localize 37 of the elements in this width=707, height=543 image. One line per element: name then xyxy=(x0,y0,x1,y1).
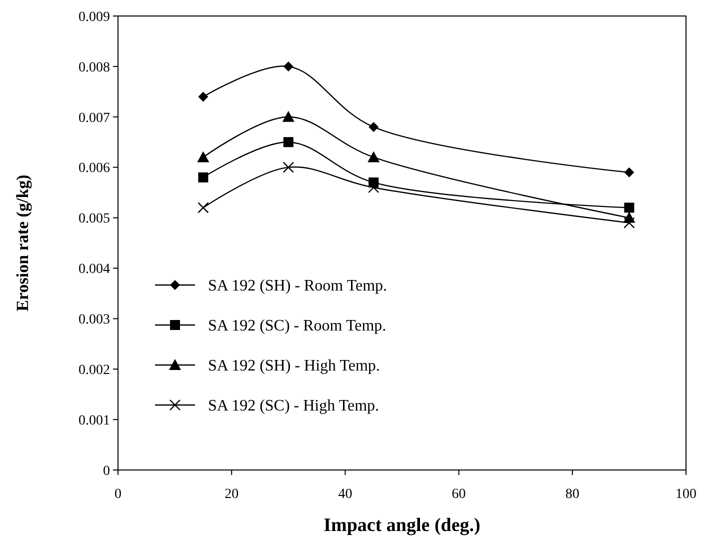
point xyxy=(623,212,636,223)
x-tick-label: 100 xyxy=(676,487,696,502)
point xyxy=(198,92,208,102)
y-tick-label: 0.007 xyxy=(78,110,110,126)
point xyxy=(283,137,294,148)
y-tick-label: 0.006 xyxy=(78,161,110,176)
point xyxy=(282,110,294,122)
x-tick-label: 40 xyxy=(338,487,352,502)
point xyxy=(624,202,634,213)
point xyxy=(282,162,294,173)
y-tick-label: 0.009 xyxy=(78,10,110,25)
legend-label: SA 192 (SC) - High Temp. xyxy=(208,398,380,415)
legend-label: SA 192 (SH) - High Temp. xyxy=(208,358,380,375)
point xyxy=(283,61,294,72)
point xyxy=(624,217,635,228)
x-tick-label: 20 xyxy=(224,487,239,502)
x-axis-title: Impact angle (deg.) xyxy=(324,515,480,536)
y-tick-label: 0.005 xyxy=(78,212,110,227)
y-tick-label: 0.002 xyxy=(78,363,110,378)
legend-label: SA 192 (SH) - Room Temp. xyxy=(208,278,388,295)
y-tick-label: 0.001 xyxy=(78,413,110,428)
y-tick-label: 0.008 xyxy=(78,60,110,76)
point xyxy=(198,172,208,182)
point xyxy=(368,151,380,162)
point xyxy=(368,177,379,188)
point xyxy=(197,151,210,162)
x-tick-label: 60 xyxy=(452,487,466,502)
point xyxy=(368,122,379,132)
y-tick-label: 0.004 xyxy=(78,262,110,278)
x-tick-label: 0 xyxy=(114,487,122,502)
y-tick-label: 0.003 xyxy=(78,312,110,328)
legend-label: SA 192 (SC) - Room Temp. xyxy=(208,318,386,335)
y-axis-title: Erosion rate (g/kg) xyxy=(13,174,32,312)
point xyxy=(198,202,209,214)
y-tick-label: 0 xyxy=(103,464,110,479)
x-tick-label: 80 xyxy=(565,487,580,502)
point xyxy=(624,167,634,178)
